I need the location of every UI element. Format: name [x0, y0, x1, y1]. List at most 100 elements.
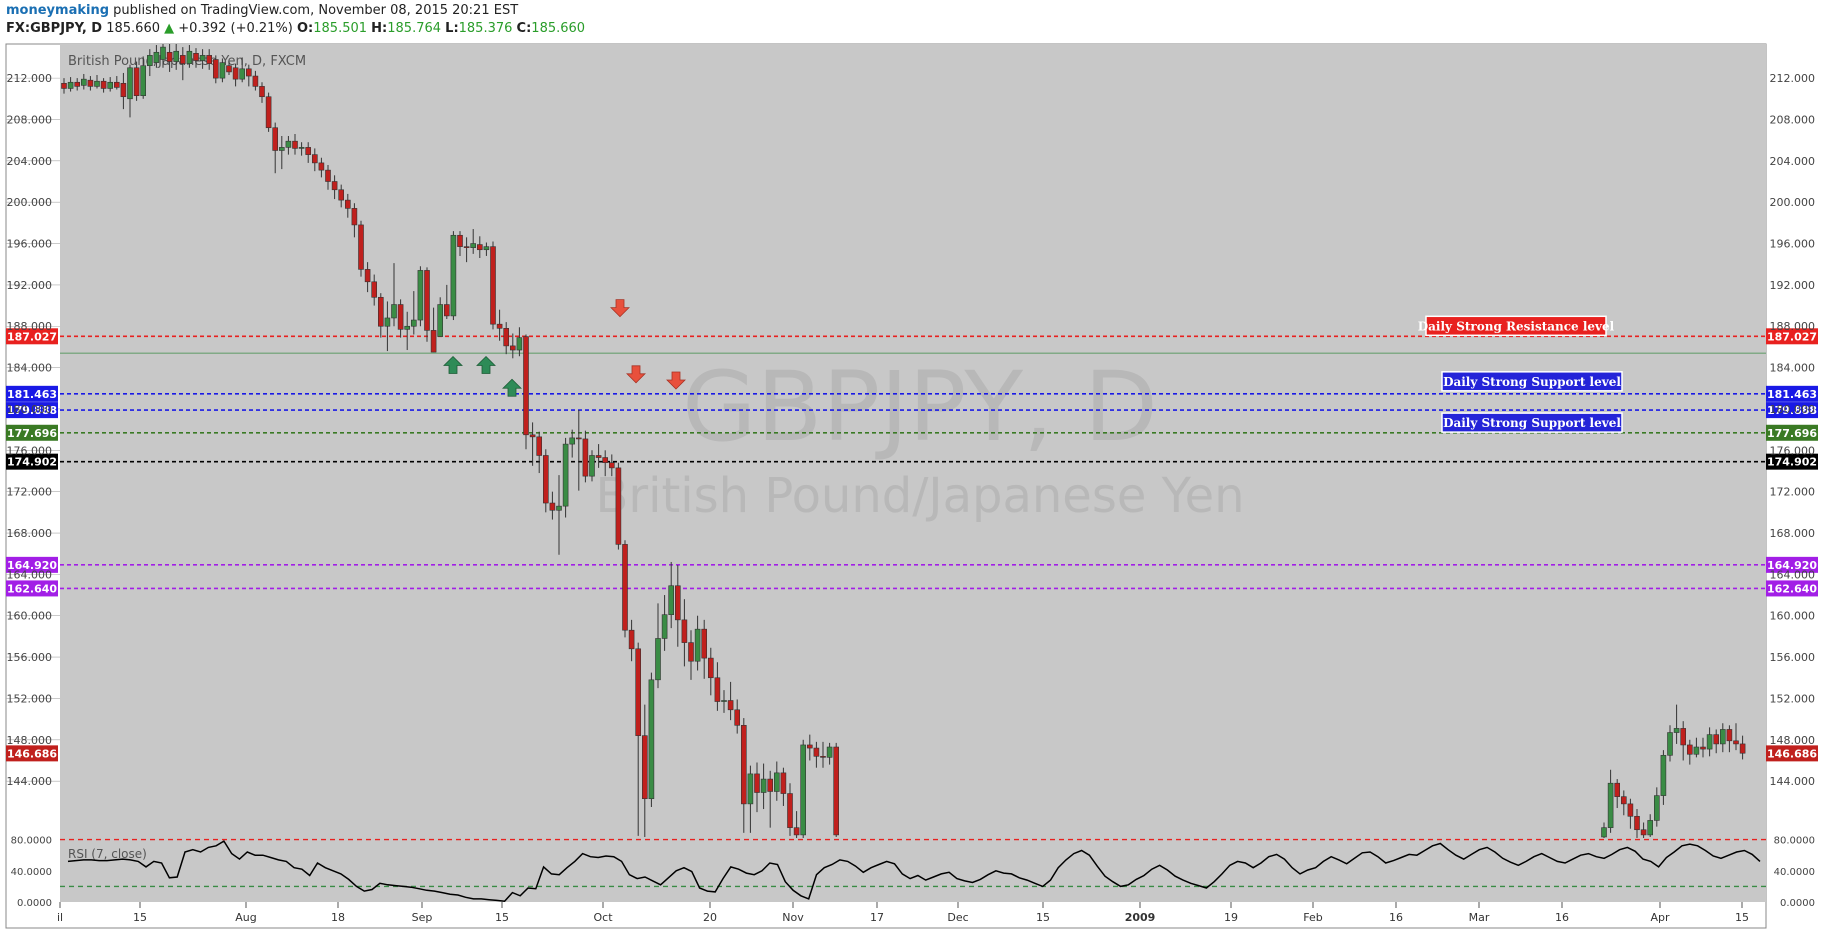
close-label: C:: [516, 21, 532, 36]
bullish-arrow-icon: [476, 355, 496, 374]
candle-body: [1726, 729, 1733, 742]
candle-body: [641, 735, 648, 800]
rsi-line: [67, 840, 1761, 902]
candle-body: [81, 78, 87, 86]
high-label: H:: [371, 21, 388, 36]
level-annotation-text: Daily Strong Resistance level: [1418, 319, 1615, 333]
x-tick-label: Sep: [412, 911, 433, 924]
y-tick-label-right: 152.000: [1770, 692, 1816, 705]
y-tick-label-right: 196.000: [1770, 238, 1816, 251]
y-tick-label-right: 172.000: [1770, 486, 1816, 499]
candle-body: [443, 304, 450, 317]
rsi-series: [60, 838, 1766, 902]
candle-body: [516, 337, 523, 351]
y-tick-label-right: 168.000: [1770, 527, 1816, 540]
chart-header: moneymaking published on TradingView.com…: [6, 2, 585, 42]
rsi-tick-label-left: 0.0000: [17, 898, 52, 909]
x-tick-label: 15: [1036, 911, 1050, 924]
candle-body: [364, 269, 371, 283]
candle-body: [575, 437, 582, 440]
y-tick-label-left: 196.000: [7, 238, 53, 251]
last-price-right: 146.686: [1767, 747, 1817, 760]
author-link[interactable]: moneymaking: [6, 3, 110, 18]
price-change: +0.392 (+0.21%): [178, 21, 293, 36]
candle-body: [259, 86, 265, 98]
candle-body: [681, 619, 688, 643]
candle-body: [74, 81, 80, 87]
candle-body: [246, 68, 252, 77]
level-price-left: 181.463: [7, 388, 57, 401]
y-tick-label-right: 144.000: [1770, 775, 1816, 788]
x-tick-label: 15: [133, 911, 147, 924]
last-price-badge-left: [6, 745, 58, 762]
y-tick-label-left: 180.000: [7, 403, 53, 416]
bearish-arrow-icon: [666, 371, 686, 390]
candle-body: [470, 243, 477, 248]
x-tick-label: Dec: [947, 911, 968, 924]
level-badge-right: [1766, 424, 1818, 441]
candle-body: [582, 438, 589, 477]
y-tick-label-right: 204.000: [1770, 155, 1816, 168]
candle-body: [707, 657, 714, 679]
candle-body: [483, 246, 490, 251]
candle-body: [193, 53, 199, 61]
candle-body: [463, 246, 470, 248]
candle-body: [503, 328, 510, 347]
candle-body: [391, 304, 397, 319]
candle-body: [1640, 829, 1647, 836]
candle-body: [1634, 815, 1640, 831]
y-tick-label-right: 160.000: [1770, 610, 1816, 623]
candle-body: [1673, 728, 1680, 733]
watermark-symbol: GBPJPY, D: [682, 351, 1158, 463]
candle-body: [615, 467, 622, 545]
candle-body: [1739, 743, 1746, 754]
level-annotation-text: Daily Strong Support level: [1443, 375, 1621, 389]
rsi-tick-label-right: 80.0000: [1774, 836, 1815, 847]
candle-body: [344, 199, 351, 209]
price-pane: [60, 44, 1766, 838]
y-tick-label-right: 180.000: [1770, 403, 1816, 416]
candle-body: [496, 323, 503, 329]
candle-body: [424, 270, 430, 331]
axes: 212.000 212.000 208.000 208.000 204.000 204.0…: [7, 72, 1816, 924]
candle-body: [358, 224, 364, 270]
candle-body: [608, 462, 615, 469]
candle-body: [127, 67, 133, 100]
candle-body: [833, 746, 840, 836]
candle-body: [490, 246, 496, 325]
candle-body: [437, 304, 444, 337]
candle-body: [701, 628, 708, 659]
y-tick-label-right: 176.000: [1770, 444, 1816, 457]
candle-body: [668, 585, 675, 615]
candle-body: [813, 747, 820, 757]
candle-body: [226, 65, 232, 73]
candle-body: [721, 700, 727, 702]
candle-body: [1627, 803, 1634, 817]
candle-body: [265, 96, 272, 129]
x-tick-label: 19: [1224, 911, 1238, 924]
candle-body: [272, 127, 279, 151]
x-tick-label: Mar: [1469, 911, 1490, 924]
candle-body: [166, 51, 173, 62]
candle-body: [589, 455, 595, 477]
level-price-left: 164.920: [7, 559, 57, 572]
last-price-badge-right: [1766, 745, 1818, 762]
y-tick-label-left: 208.000: [7, 113, 53, 126]
horizontal-levels[interactable]: 187.027 187.027 181.463 181.463 179.888 179.8…: [6, 315, 1818, 762]
level-price-right: 162.640: [1767, 582, 1817, 595]
candle-body: [199, 55, 206, 61]
y-tick-label-left: 160.000: [7, 610, 53, 623]
level-price-left: 177.696: [7, 427, 57, 440]
candle-body: [595, 455, 602, 458]
candle-body: [806, 744, 813, 749]
candle-body: [740, 725, 747, 805]
candle-body: [1693, 746, 1700, 755]
y-tick-label-right: 192.000: [1770, 279, 1816, 292]
x-tick-label: 20: [703, 911, 717, 924]
candle-body: [1654, 795, 1660, 821]
level-price-left: 174.902: [7, 456, 57, 469]
publish-line: moneymaking published on TradingView.com…: [6, 2, 585, 20]
candle-body: [556, 505, 562, 511]
candle-body: [1607, 782, 1614, 828]
